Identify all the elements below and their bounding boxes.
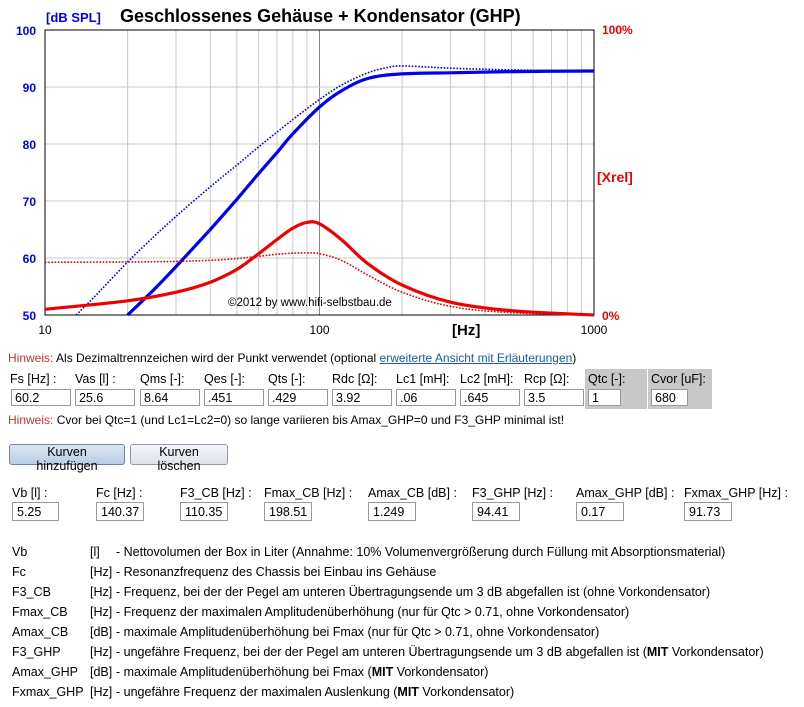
param-label: Rcp [Ω]: xyxy=(524,372,570,386)
param-label: Qts [-]: xyxy=(268,372,306,386)
legend-unit: [dB] xyxy=(90,665,113,679)
result-label: Amax_CB [dB] : xyxy=(368,486,457,500)
legend-key: Fxmax_GHP xyxy=(12,685,84,699)
x-tick-label: 100 xyxy=(309,323,329,337)
param-label: Qtc [-]: xyxy=(588,372,626,386)
legend-unit: [Hz] xyxy=(90,685,113,699)
y-tick-label: 100 xyxy=(16,24,36,38)
legend-key: Vb xyxy=(12,545,28,559)
y-tick-label: 50 xyxy=(23,309,37,323)
y-tick-label: 60 xyxy=(23,252,37,266)
x-unit-label: [Hz] xyxy=(452,322,480,339)
legend-unit: [l] xyxy=(90,545,100,559)
plot-frame xyxy=(44,29,595,316)
result-label: Fc [Hz] : xyxy=(96,486,143,500)
result-label: F3_CB [Hz] : xyxy=(180,486,252,500)
right-bottom-label: 0% xyxy=(602,309,620,323)
y-tick-labels: 100 90 80 70 60 50 xyxy=(16,24,36,323)
copyright-text: ©2012 by www.hifi-selbstbau.de xyxy=(228,297,392,309)
result-label: Fmax_CB [Hz] : xyxy=(264,486,353,500)
hint-cvor: Hinweis: Cvor bei Qtc=1 (und Lc1=Lc2=0) … xyxy=(8,413,564,427)
result-label: Amax_GHP [dB] : xyxy=(576,486,675,500)
legend-key: Fmax_CB xyxy=(12,605,68,619)
legend-unit: [Hz] xyxy=(90,605,113,619)
hint-label: Hinweis: xyxy=(8,413,54,427)
legend-desc: - Nettovolumen der Box in Liter (Annahme… xyxy=(116,545,726,559)
result-label: Vb [l] : xyxy=(12,486,48,500)
legend-unit: [Hz] xyxy=(90,565,113,579)
result-value[interactable] xyxy=(180,502,228,521)
param-label: Rdc [Ω]: xyxy=(332,372,378,386)
param-input[interactable] xyxy=(396,389,456,406)
result-label: Fxmax_GHP [Hz] : xyxy=(684,486,788,500)
param-input[interactable] xyxy=(11,389,71,406)
param-input[interactable] xyxy=(588,389,621,406)
series-line-0 xyxy=(126,69,595,317)
result-value[interactable] xyxy=(96,502,144,521)
chart-title: Geschlossenes Gehäuse + Kondensator (GHP… xyxy=(120,6,521,26)
param-input[interactable] xyxy=(75,389,135,406)
legend-key: F3_CB xyxy=(12,585,51,599)
frequency-response-chart: [dB SPL] Geschlossenes Gehäuse + Kondens… xyxy=(0,0,804,345)
y-tick-label: 90 xyxy=(23,81,37,95)
param-input[interactable] xyxy=(204,389,264,406)
legend-desc: - Resonanzfrequenz des Chassis bei Einba… xyxy=(116,565,437,579)
chart-grid xyxy=(45,30,594,315)
y-tick-label: 70 xyxy=(23,195,37,209)
result-value[interactable] xyxy=(264,502,312,521)
result-value[interactable] xyxy=(12,502,59,521)
param-label: Vas [l] : xyxy=(75,372,116,386)
result-value[interactable] xyxy=(684,502,732,521)
x-tick-label: 1000 xyxy=(581,323,608,337)
series-line-2 xyxy=(44,220,595,317)
legend-unit: [Hz] xyxy=(90,585,113,599)
legend-unit: [Hz] xyxy=(90,645,113,659)
legend-desc: - ungefähre Frequenz, bei der der Pegel … xyxy=(116,645,764,659)
hint-label: Hinweis: xyxy=(8,351,54,365)
series-line-1 xyxy=(75,65,595,316)
param-label: Fs [Hz] : xyxy=(10,372,57,386)
legend-desc: - maximale Amplitudenüberhöhung bei Fmax… xyxy=(116,625,600,639)
legend-desc: - Frequenz, bei der der Pegel am unteren… xyxy=(116,585,711,599)
right-top-label: 100% xyxy=(602,23,633,37)
param-input[interactable] xyxy=(140,389,200,406)
y-unit-label: [dB SPL] xyxy=(46,10,101,25)
param-input[interactable] xyxy=(651,389,688,406)
param-label: Lc2 [mH]: xyxy=(460,372,514,386)
result-label: F3_GHP [Hz] : xyxy=(472,486,554,500)
param-label: Qms [-]: xyxy=(140,372,185,386)
hint-decimal: Hinweis: Als Dezimaltrennzeichen wird de… xyxy=(8,351,576,365)
add-curves-button[interactable]: Kurven hinzufügen xyxy=(9,444,125,473)
param-label: Qes [-]: xyxy=(204,372,245,386)
legend-desc: - ungefähre Frequenz der maximalen Ausle… xyxy=(116,685,515,699)
legend-key: F3_GHP xyxy=(12,645,61,659)
param-input[interactable] xyxy=(332,389,392,406)
hint-text: Cvor bei Qtc=1 (und Lc1=Lc2=0) so lange … xyxy=(53,413,565,427)
right-axis-label: [Xrel] xyxy=(597,169,633,185)
hint-text: Als Dezimaltrennzeichen wird der Punkt v… xyxy=(53,351,380,365)
param-label: Cvor [uF]: xyxy=(651,372,706,386)
legend-key: Amax_GHP xyxy=(12,665,78,679)
y-tick-label: 80 xyxy=(23,138,37,152)
legend-desc: - maximale Amplitudenüberhöhung bei Fmax… xyxy=(116,665,489,679)
param-label: Lc1 [mH]: xyxy=(396,372,450,386)
param-input[interactable] xyxy=(460,389,520,406)
param-input[interactable] xyxy=(268,389,328,406)
legend-desc: - Frequenz der maximalen Amplitudenüberh… xyxy=(116,605,630,619)
hint-end: ) xyxy=(572,351,577,365)
param-input[interactable] xyxy=(524,389,584,406)
x-tick-labels: 10 100 1000 xyxy=(38,323,607,337)
legend-key: Amax_CB xyxy=(12,625,69,639)
result-value[interactable] xyxy=(472,502,520,521)
legend-unit: [dB] xyxy=(90,625,113,639)
result-value[interactable] xyxy=(576,502,624,521)
result-value[interactable] xyxy=(368,502,416,521)
extended-view-link[interactable]: erweiterte Ansicht mit Erläuterungen xyxy=(379,351,573,365)
clear-curves-button[interactable]: Kurven löschen xyxy=(130,444,228,473)
x-tick-label: 10 xyxy=(38,323,52,337)
legend-key: Fc xyxy=(12,565,26,579)
